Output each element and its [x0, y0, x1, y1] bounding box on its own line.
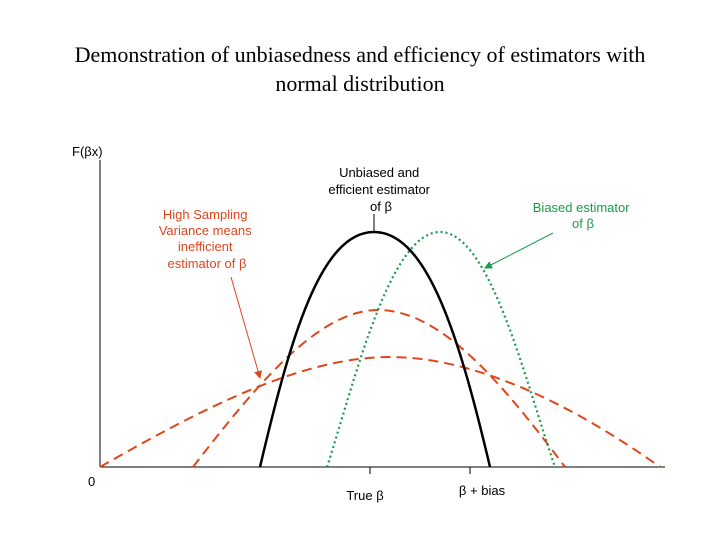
inefficient-curve-medium	[192, 308, 566, 468]
high-variance-arrow	[230, 276, 262, 379]
biased-label-line: of β	[572, 216, 594, 231]
origin-label: 0	[88, 474, 95, 489]
inefficient-curve-wide	[99, 355, 661, 468]
slide-title: Demonstration of unbiasedness and effici…	[0, 40, 720, 98]
tick-label-beta-bias: β + bias	[459, 483, 506, 498]
high-variance-label-line: estimator of β	[167, 256, 246, 271]
unbiased-label: Unbiased and efficient estimator of β	[328, 165, 433, 214]
biased-label: Biased estimator of β	[533, 200, 633, 231]
biased-label-line: Biased estimator	[533, 200, 630, 215]
unbiased-label-line: of β	[370, 199, 392, 214]
unbiased-label-line: efficient estimator	[328, 182, 430, 197]
high-variance-label-line: inefficient	[178, 239, 233, 254]
high-variance-label: High Sampling Variance means inefficient…	[159, 207, 256, 271]
unbiased-efficient-curve	[258, 230, 492, 468]
biased-estimator-curve	[325, 230, 557, 468]
biased-arrow	[484, 232, 554, 269]
unbiased-label-line: Unbiased and	[339, 165, 419, 180]
tick-label-true-beta: True β	[346, 488, 383, 503]
title-line-1: Demonstration of unbiasedness and effici…	[74, 42, 646, 67]
title-line-2: normal distribution	[275, 71, 445, 96]
high-variance-label-line: Variance means	[159, 223, 252, 238]
high-variance-label-line: High Sampling	[163, 207, 248, 222]
y-axis-label: F(βx)	[72, 144, 103, 159]
